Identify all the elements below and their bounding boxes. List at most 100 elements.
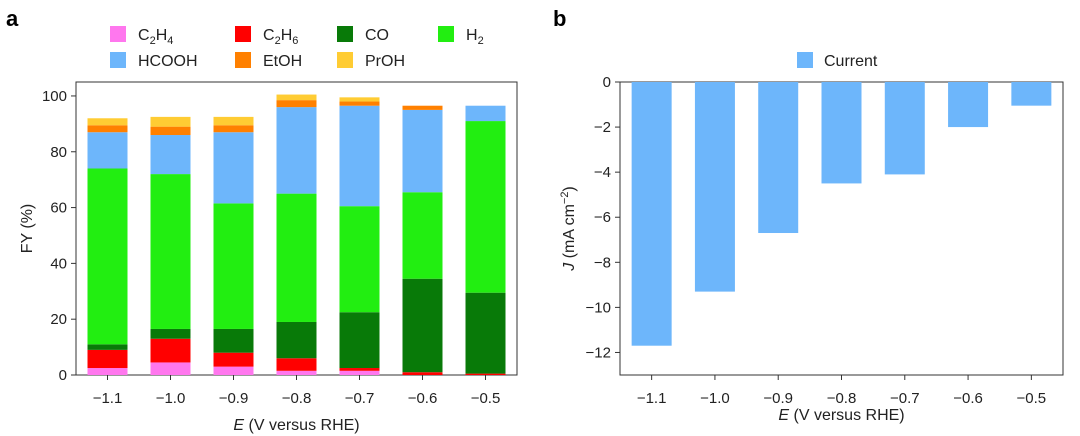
y-tick-label-b: −4 <box>594 164 611 181</box>
legend-label-co: CO <box>365 27 389 44</box>
bar-c2h4-2 <box>213 366 254 375</box>
legend-label-proh: PrOH <box>365 53 405 70</box>
bar-current-1 <box>694 82 735 292</box>
bar-h2-0 <box>87 168 128 345</box>
bar-current-3 <box>821 82 862 184</box>
legend-swatch-proh <box>337 52 353 68</box>
bar-current-0 <box>631 82 672 346</box>
bar-current-2 <box>758 82 799 234</box>
bar-proh-0 <box>87 118 128 126</box>
bar-co-3 <box>276 321 317 359</box>
legend-swatch-h2 <box>438 26 454 42</box>
axis-labels-b: E (V versus RHE) J (mA cm−2) <box>559 186 905 424</box>
x-axis-label-a: E (V versus RHE) <box>233 417 359 434</box>
y-axis-label-a: FY (%) <box>19 204 36 253</box>
panel-label-b: b <box>553 6 566 31</box>
y-tick-label-a: 20 <box>50 311 67 328</box>
legend-b: Current <box>797 52 878 70</box>
bar-etoh-1 <box>150 126 191 136</box>
x-tick-label-a: −0.8 <box>282 390 312 407</box>
bar-h2-4 <box>339 206 380 313</box>
bar-c2h6-3 <box>276 358 317 371</box>
bar-hcooh-1 <box>150 135 191 175</box>
bar-c2h4-3 <box>276 370 317 375</box>
legend-swatch-co <box>337 26 353 42</box>
bar-hcooh-3 <box>276 107 317 194</box>
legend-swatch-etoh <box>235 52 251 68</box>
y-tick-label-a: 60 <box>50 200 67 217</box>
x-tick-label-a: −0.7 <box>345 390 375 407</box>
bar-proh-3 <box>276 94 317 101</box>
bar-h2-6 <box>465 121 506 293</box>
y-tick-label-a: 0 <box>59 367 67 384</box>
x-tick-label-b: −0.9 <box>763 390 793 407</box>
legend-swatch-current <box>797 52 813 68</box>
bar-hcooh-0 <box>87 132 128 169</box>
legend-label-hcooh: HCOOH <box>138 53 198 70</box>
bar-c2h4-0 <box>87 368 128 375</box>
bar-etoh-3 <box>276 100 317 108</box>
x-tick-label-b: −1.1 <box>637 390 667 407</box>
x-axis-label-b: E (V versus RHE) <box>778 407 904 424</box>
bar-h2-5 <box>402 192 443 279</box>
bar-co-5 <box>402 278 443 373</box>
x-tick-label-a: −1.0 <box>156 390 186 407</box>
bar-etoh-5 <box>402 105 443 110</box>
bar-h2-3 <box>276 193 317 322</box>
axis-labels-a: E (V versus RHE) FY (%) <box>19 204 360 434</box>
bar-c2h4-4 <box>339 370 380 375</box>
bar-co-4 <box>339 312 380 369</box>
y-tick-label-b: −8 <box>594 254 611 271</box>
bar-co-6 <box>465 292 506 374</box>
y-tick-label-a: 100 <box>42 88 67 105</box>
legend-label-etoh: EtOH <box>263 53 302 70</box>
chart-a: C2H4 C2H6 CO H2 HCOOH EtOH PrOH 0 20 40 60 80 100 −1… <box>19 26 518 434</box>
bar-c2h6-1 <box>150 338 191 363</box>
x-tick-label-b: −0.6 <box>953 390 983 407</box>
bar-etoh-0 <box>87 125 128 133</box>
legend-label-c2h6: C2H6 <box>263 27 298 47</box>
y-tick-label-b: 0 <box>603 74 611 91</box>
legend-a: C2H4 C2H6 CO H2 HCOOH EtOH PrOH <box>110 26 484 70</box>
bar-c2h6-0 <box>87 349 128 369</box>
bar-co-2 <box>213 328 254 353</box>
x-tick-label-b: −1.0 <box>700 390 730 407</box>
bar-proh-2 <box>213 116 254 126</box>
y-tick-label-a: 80 <box>50 144 67 161</box>
y-tick-label-a: 40 <box>50 255 67 272</box>
bar-c2h6-4 <box>339 368 380 371</box>
bar-current-6 <box>1011 82 1052 106</box>
x-tick-label-b: −0.5 <box>1017 390 1047 407</box>
bars-a <box>87 94 506 375</box>
legend-swatch-hcooh <box>110 52 126 68</box>
bars-b <box>631 82 1052 346</box>
axes-a: 0 20 40 60 80 100 −1.1 −1.0 −0.9 −0.8 −0.7 −0.6 −0.5 <box>42 81 518 407</box>
bar-co-0 <box>87 344 128 350</box>
bar-current-5 <box>948 82 989 128</box>
bar-current-4 <box>884 82 925 175</box>
legend-swatch-c2h4 <box>110 26 126 42</box>
x-tick-label-a: −0.9 <box>219 390 249 407</box>
legend-label-h2: H2 <box>466 27 484 47</box>
chart-b: Current 0 −2 −4 −6 −8 −10 −12 −1.1 −1.0 −0.9 −0.8 −… <box>559 52 1064 424</box>
axes-b: 0 −2 −4 −6 −8 −10 −12 −1.1 −1.0 −0.9 −0.8 −0.7 −0.6 −… <box>586 74 1064 407</box>
panel-label-a: a <box>6 6 19 31</box>
bar-c2h6-6 <box>465 373 506 375</box>
y-axis-label-b: J (mA cm−2) <box>559 186 578 272</box>
bar-etoh-4 <box>339 101 380 106</box>
x-tick-label-a: −1.1 <box>93 390 123 407</box>
bar-hcooh-5 <box>402 109 443 193</box>
bar-proh-4 <box>339 97 380 102</box>
bar-hcooh-6 <box>465 105 506 122</box>
bar-hcooh-2 <box>213 132 254 204</box>
bar-co-1 <box>150 328 191 339</box>
bar-c2h4-1 <box>150 362 191 375</box>
bar-etoh-2 <box>213 125 254 133</box>
y-tick-label-b: −12 <box>586 344 611 361</box>
y-tick-label-b: −10 <box>586 299 611 316</box>
bar-hcooh-4 <box>339 105 380 207</box>
legend-swatch-c2h6 <box>235 26 251 42</box>
legend-label-c2h4: C2H4 <box>138 27 173 47</box>
y-tick-label-b: −2 <box>594 119 611 136</box>
